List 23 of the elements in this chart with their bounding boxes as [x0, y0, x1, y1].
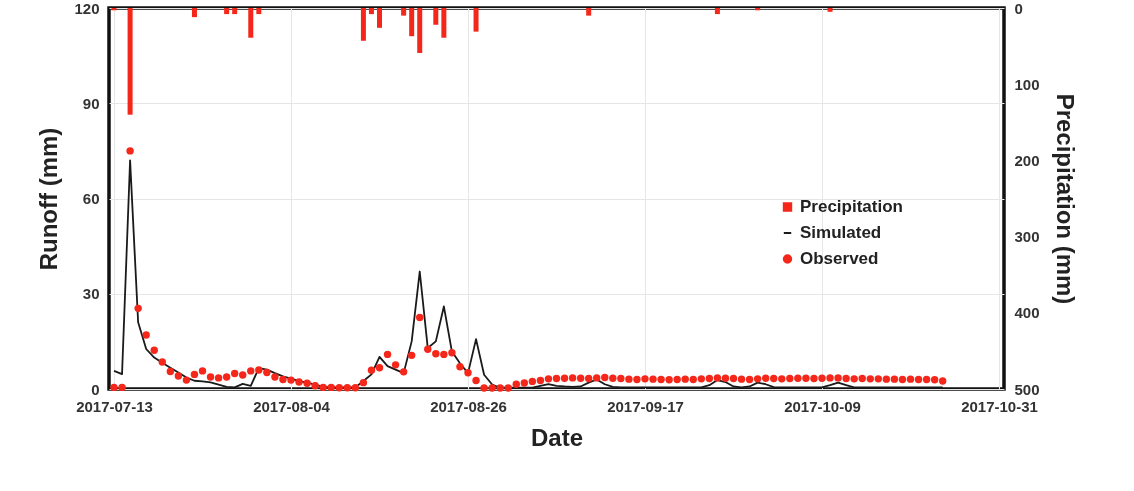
x-tick-label: 2017-08-26 — [430, 397, 507, 415]
y-tick-label: 0 — [91, 380, 100, 398]
y2-tick-label: 100 — [1014, 75, 1040, 93]
x-tick-label: 2017-09-17 — [607, 397, 684, 415]
x-tick-label: 2017-10-31 — [961, 397, 1038, 415]
legend-label: Simulated — [800, 223, 882, 242]
legend-label: Precipitation — [800, 197, 903, 216]
x-axis-title: Date — [530, 423, 584, 451]
y-tick-label: 120 — [74, 0, 100, 17]
legend-label: Observed — [800, 249, 879, 268]
x-tick-label: 2017-07-13 — [76, 397, 153, 415]
y2-tick-label: 0 — [1014, 0, 1023, 17]
y-tick-label: 90 — [82, 94, 100, 112]
y2-tick-label: 300 — [1014, 228, 1040, 246]
x-tick-label: 2017-10-09 — [784, 397, 861, 415]
y-tick-label: 60 — [82, 190, 100, 207]
y2-axis-title: Precipitation (mm) — [1051, 93, 1079, 305]
x-tick-label: 2017-08-04 — [253, 397, 331, 415]
y-axis-title: Runoff (mm) — [35, 127, 63, 271]
y2-tick-label: 500 — [1014, 380, 1040, 398]
y2-tick-label: 200 — [1014, 151, 1040, 169]
y-tick-label: 30 — [82, 285, 100, 303]
y2-tick-label: 400 — [1014, 304, 1040, 322]
